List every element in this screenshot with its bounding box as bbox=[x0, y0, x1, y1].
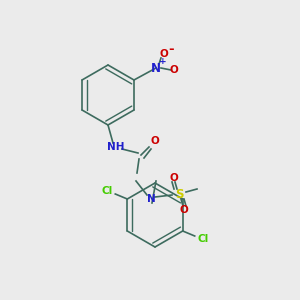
Text: O: O bbox=[180, 205, 188, 215]
Text: S: S bbox=[175, 188, 183, 200]
Text: O: O bbox=[160, 49, 168, 59]
Text: O: O bbox=[151, 136, 159, 146]
Text: +: + bbox=[159, 56, 167, 65]
Text: O: O bbox=[169, 65, 178, 75]
Text: N: N bbox=[147, 194, 155, 204]
Text: -: - bbox=[168, 44, 174, 56]
Text: N: N bbox=[151, 61, 161, 74]
Text: Cl: Cl bbox=[102, 186, 113, 196]
Text: Cl: Cl bbox=[197, 234, 208, 244]
Text: O: O bbox=[169, 173, 178, 183]
Text: NH: NH bbox=[107, 142, 125, 152]
